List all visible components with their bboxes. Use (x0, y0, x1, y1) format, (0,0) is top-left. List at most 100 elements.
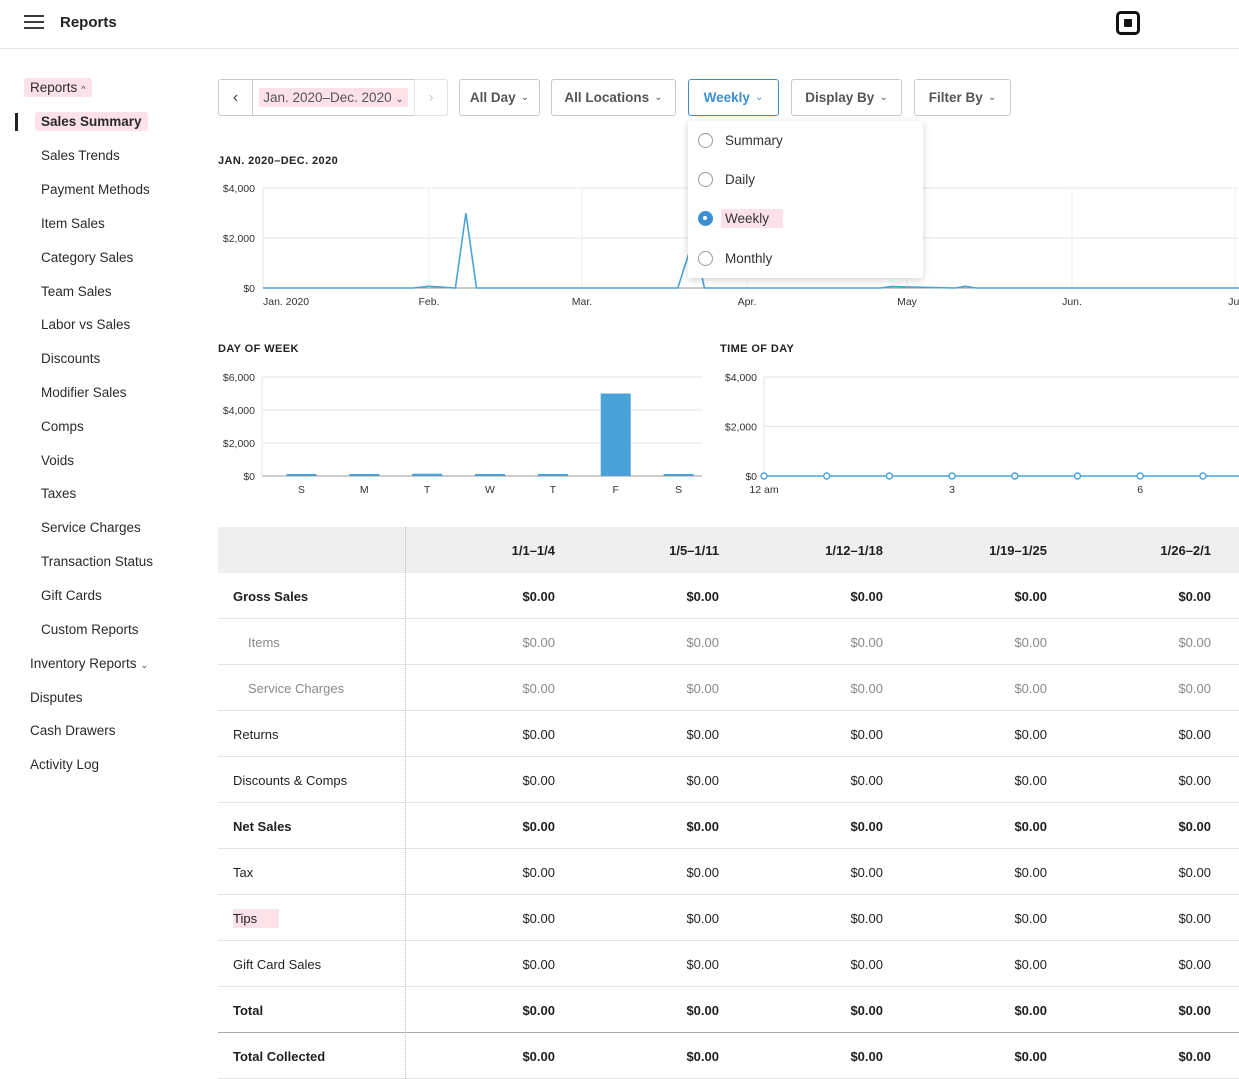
table-cell: $0.00 (1014, 680, 1047, 696)
table-cell: $0.00 (1014, 588, 1047, 604)
table-cell: $0.00 (686, 726, 719, 742)
filter-by-dropdown[interactable]: Filter By ⌄ (914, 79, 1011, 116)
time-of-day-chart-title: TIME OF DAY (720, 343, 795, 355)
table-row: Returns $0.00 $0.00 $0.00 $0.00 $0.00 (218, 711, 1239, 757)
x-tick-label: 6 (1137, 484, 1143, 496)
table-row: Service Charges $0.00 $0.00 $0.00 $0.00 $0.00 (218, 665, 1239, 711)
interval-option-weekly[interactable]: Weekly (698, 207, 784, 229)
x-tick-label: S (298, 484, 305, 496)
all-day-label: All Day (469, 90, 516, 105)
sidebar-item-activity-log[interactable]: Activity Log (30, 757, 100, 772)
previous-period-button[interactable]: ‹ (218, 79, 253, 116)
interval-dropdown[interactable]: Weekly ⌄ (688, 79, 779, 116)
sidebar-item-cash-drawers[interactable]: Cash Drawers (30, 723, 116, 738)
sidebar-item-payment-methods[interactable]: Payment Methods (41, 182, 150, 197)
interval-option-monthly[interactable]: Monthly (698, 247, 772, 269)
all-day-dropdown[interactable]: All Day ⌄ (459, 79, 540, 116)
chevron-down-icon: ⌄ (754, 92, 764, 103)
y-tick-label: $4,000 (223, 183, 255, 195)
option-label: Weekly (721, 208, 784, 228)
column-header: 1/12–1/18 (825, 542, 883, 558)
interval-option-summary[interactable]: Summary (698, 129, 783, 151)
sidebar-item-disputes[interactable]: Disputes (30, 690, 83, 705)
row-label: Total Collected (233, 1033, 325, 1079)
table-cell: $0.00 (1178, 956, 1211, 972)
table-cell: $0.00 (522, 1002, 555, 1018)
sidebar-item-team-sales[interactable]: Team Sales (41, 284, 112, 299)
table-cell: $0.00 (1178, 1002, 1211, 1018)
hamburger-menu-icon[interactable] (24, 15, 44, 31)
sidebar-item-service-charges[interactable]: Service Charges (41, 520, 141, 535)
table-row: Net Sales $0.00 $0.00 $0.00 $0.00 $0.00 (218, 803, 1239, 849)
x-tick-label: May (897, 296, 918, 308)
active-indicator (15, 113, 18, 131)
sidebar-item-discounts[interactable]: Discounts (41, 351, 100, 366)
sidebar-reports-toggle[interactable]: Reports ^ (24, 78, 92, 97)
sidebar-item-label: Labor vs Sales (41, 317, 131, 332)
table-cell: $0.00 (1178, 864, 1211, 880)
table-cell: $0.00 (1178, 772, 1211, 788)
square-logo-icon[interactable] (1116, 11, 1140, 35)
sidebar-item-taxes[interactable]: Taxes (41, 486, 76, 501)
table-row: Total Collected $0.00 $0.00 $0.00 $0.00 $0.00 (218, 1033, 1239, 1079)
row-label: Total (233, 987, 263, 1033)
table-cell: $0.00 (686, 634, 719, 650)
table-cell: $0.00 (1178, 588, 1211, 604)
table-cell: $0.00 (522, 1048, 555, 1064)
sidebar-item-modifier-sales[interactable]: Modifier Sales (41, 385, 127, 400)
sidebar-item-comps[interactable]: Comps (41, 419, 84, 434)
row-label: Returns (233, 711, 279, 757)
interval-option-daily[interactable]: Daily (698, 168, 755, 190)
bar-5 (600, 393, 631, 476)
table-row: Tips $0.00 $0.00 $0.00 $0.00 $0.00 (218, 895, 1239, 941)
sidebar-item-sales-summary[interactable]: Sales Summary (35, 112, 148, 131)
x-tick-label: T (424, 484, 431, 496)
y-tick-label: $0 (745, 471, 757, 483)
sidebar-item-category-sales[interactable]: Category Sales (41, 250, 133, 265)
row-label-text: Total (233, 1002, 264, 1018)
sidebar-item-label: Modifier Sales (41, 385, 127, 400)
sidebar-item-item-sales[interactable]: Item Sales (41, 216, 105, 231)
table-cell: $0.00 (522, 910, 555, 926)
next-period-button[interactable]: › (414, 79, 448, 116)
sidebar-item-inventory-reports[interactable]: Inventory Reports ⌄ (30, 656, 148, 671)
bar-2 (412, 473, 443, 476)
data-point (760, 472, 768, 480)
data-point (948, 472, 956, 480)
sidebar-item-transaction-status[interactable]: Transaction Status (41, 554, 153, 569)
table-cell: $0.00 (1014, 818, 1047, 834)
table-cell: $0.00 (850, 680, 883, 696)
table-cell: $0.00 (522, 726, 555, 742)
all-locations-label: All Locations (564, 90, 650, 105)
chevron-down-icon: ⌄ (140, 660, 149, 670)
table-row: Total $0.00 $0.00 $0.00 $0.00 $0.00 (218, 987, 1239, 1033)
table-cell: $0.00 (1014, 1002, 1047, 1018)
display-by-dropdown[interactable]: Display By ⌄ (791, 79, 902, 116)
table-cell: $0.00 (1178, 634, 1211, 650)
sidebar-item-labor-vs-sales[interactable]: Labor vs Sales (41, 317, 130, 332)
sidebar-item-voids[interactable]: Voids (41, 453, 74, 468)
table-cell: $0.00 (850, 634, 883, 650)
row-label: Tax (233, 849, 253, 895)
sidebar-item-sales-trends[interactable]: Sales Trends (41, 148, 120, 163)
row-label: Tips (233, 895, 280, 941)
x-tick-label: Jul (1228, 296, 1239, 308)
sidebar-reports-label: Reports (30, 80, 78, 95)
sidebar-item-gift-cards[interactable]: Gift Cards (41, 588, 102, 603)
row-label: Discounts & Comps (233, 757, 347, 803)
all-locations-dropdown[interactable]: All Locations ⌄ (551, 79, 676, 116)
table-cell: $0.00 (522, 680, 555, 696)
y-tick-label: $2,000 (223, 438, 255, 450)
table-cell: $0.00 (850, 588, 883, 604)
y-tick-label: $2,000 (223, 233, 255, 245)
table-row: Items $0.00 $0.00 $0.00 $0.00 $0.00 (218, 619, 1239, 665)
table-cell: $0.00 (1014, 956, 1047, 972)
table-cell: $0.00 (1014, 634, 1047, 650)
sidebar-item-label: Sales Summary (35, 112, 148, 131)
table-cell: $0.00 (1178, 1048, 1211, 1064)
date-range-button[interactable]: Jan. 2020–Dec. 2020 ⌄ (252, 79, 415, 116)
sidebar-item-label: Sales Trends (41, 148, 120, 163)
sidebar-item-custom-reports[interactable]: Custom Reports (41, 622, 139, 637)
chevron-down-icon: ⌄ (987, 92, 997, 103)
table-cell: $0.00 (850, 818, 883, 834)
